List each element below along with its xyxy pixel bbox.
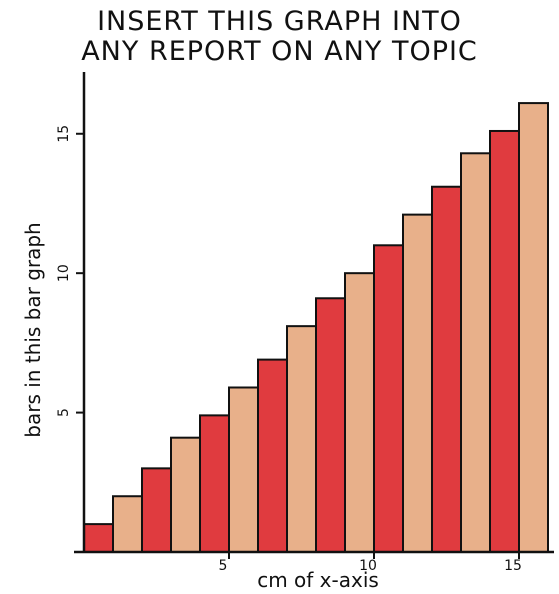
x-axis-title: cm of x-axis bbox=[257, 568, 379, 592]
bar-16 bbox=[518, 102, 549, 553]
bar-13 bbox=[431, 185, 462, 553]
bar-14 bbox=[460, 152, 491, 553]
bar-1 bbox=[83, 523, 114, 554]
x-tick-label-10: 10 bbox=[359, 558, 377, 574]
y-axis-title: bars in this bar graph bbox=[21, 222, 45, 437]
y-tick-label-5: 5 bbox=[56, 408, 72, 417]
y-ticks-group: 5 10 15 bbox=[56, 125, 84, 417]
bar-15 bbox=[489, 129, 520, 553]
bar-3 bbox=[141, 467, 172, 553]
bar-7 bbox=[257, 358, 288, 553]
bar-12 bbox=[402, 213, 433, 553]
bar-9 bbox=[315, 297, 346, 554]
y-tick-label-15: 15 bbox=[56, 125, 72, 143]
bar-5 bbox=[199, 414, 230, 553]
bar-10 bbox=[344, 272, 375, 553]
x-tick-label-15: 15 bbox=[504, 558, 522, 574]
bar-8 bbox=[286, 325, 317, 554]
x-ticks-group: 5 10 15 bbox=[219, 552, 522, 574]
y-tick-label-10: 10 bbox=[56, 264, 72, 282]
chart-title-line-1: INSERT THIS GRAPH INTO bbox=[97, 6, 462, 37]
x-tick-label-5: 5 bbox=[219, 558, 228, 574]
bars-group bbox=[83, 102, 549, 554]
chart-title-line-2: ANY REPORT ON ANY TOPIC bbox=[81, 36, 478, 67]
bar-6 bbox=[228, 386, 259, 553]
bar-2 bbox=[112, 495, 143, 553]
bar-4 bbox=[170, 436, 201, 553]
bar-11 bbox=[373, 244, 404, 553]
